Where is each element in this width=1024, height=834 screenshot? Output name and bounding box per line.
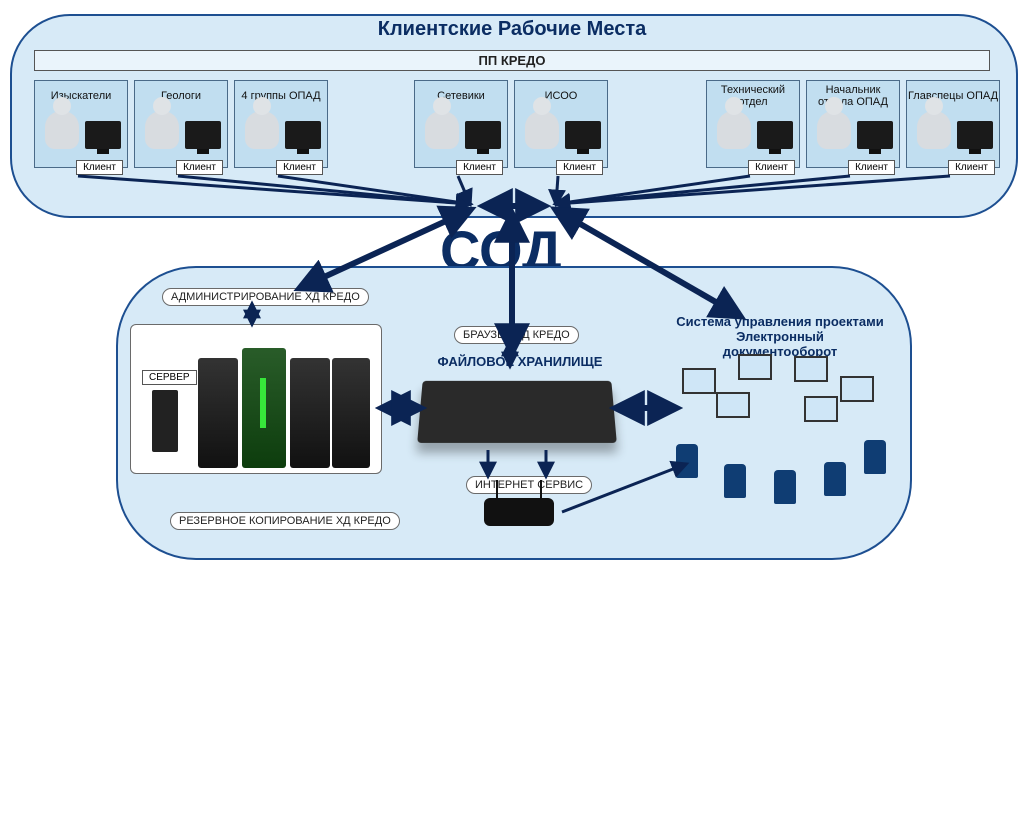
server-racks-icon	[198, 342, 374, 468]
server-small-icon	[152, 390, 178, 452]
client-box: Технический отделКлиент	[706, 80, 800, 168]
client-scene-icon	[813, 111, 893, 149]
client-role: Главспецы ОПАД	[907, 84, 999, 108]
client-tag: Клиент	[748, 160, 795, 175]
client-role: Начальник отдела ОПАД	[807, 84, 899, 108]
backup-label: РЕЗЕРВНОЕ КОПИРОВАНИЕ ХД КРЕДО	[170, 512, 400, 530]
client-scene-icon	[421, 111, 501, 149]
client-box: ИзыскателиКлиент	[34, 80, 128, 168]
browser-label: БРАУЗЕР ХД КРЕДО	[454, 326, 579, 344]
client-scene-icon	[913, 111, 993, 149]
client-role: 4 группы ОПАД	[235, 84, 327, 108]
client-box: СетевикиКлиент	[414, 80, 508, 168]
client-box: 4 группы ОПАДКлиент	[234, 80, 328, 168]
client-role: ИСОО	[515, 84, 607, 108]
clients-subtitle: ПП КРЕДО	[34, 50, 990, 71]
client-role: Технический отдел	[707, 84, 799, 108]
client-tag: Клиент	[948, 160, 995, 175]
client-box: ИСООКлиент	[514, 80, 608, 168]
client-scene-icon	[521, 111, 601, 149]
client-role: Изыскатели	[35, 84, 127, 108]
router-icon	[484, 498, 554, 526]
client-tag: Клиент	[456, 160, 503, 175]
client-box: Главспецы ОПАДКлиент	[906, 80, 1000, 168]
client-box: ГеологиКлиент	[134, 80, 228, 168]
client-scene-icon	[713, 111, 793, 149]
proj-sys-icon	[680, 358, 880, 498]
client-tag: Клиент	[76, 160, 123, 175]
client-box: Начальник отдела ОПАДКлиент	[806, 80, 900, 168]
client-tag: Клиент	[848, 160, 895, 175]
client-tag: Клиент	[176, 160, 223, 175]
client-role: Сетевики	[415, 84, 507, 108]
file-storage-icon	[417, 381, 617, 443]
client-tag: Клиент	[556, 160, 603, 175]
server-small-label: СЕРВЕР	[142, 370, 197, 385]
admin-label: АДМИНИСТРИРОВАНИЕ ХД КРЕДО	[162, 288, 369, 306]
file-storage-title: ФАЙЛОВОЕ ХРАНИЛИЩЕ	[436, 354, 604, 369]
client-tag: Клиент	[276, 160, 323, 175]
client-scene-icon	[241, 111, 321, 149]
clients-title: Клиентские Рабочие Места	[0, 18, 1024, 41]
client-role: Геологи	[135, 84, 227, 108]
client-scene-icon	[141, 111, 221, 149]
proj-sys-title: Система управления проектами Электронный…	[660, 314, 900, 359]
client-scene-icon	[41, 111, 121, 149]
internet-label: ИНТЕРНЕТ СЕРВИС	[466, 476, 592, 494]
